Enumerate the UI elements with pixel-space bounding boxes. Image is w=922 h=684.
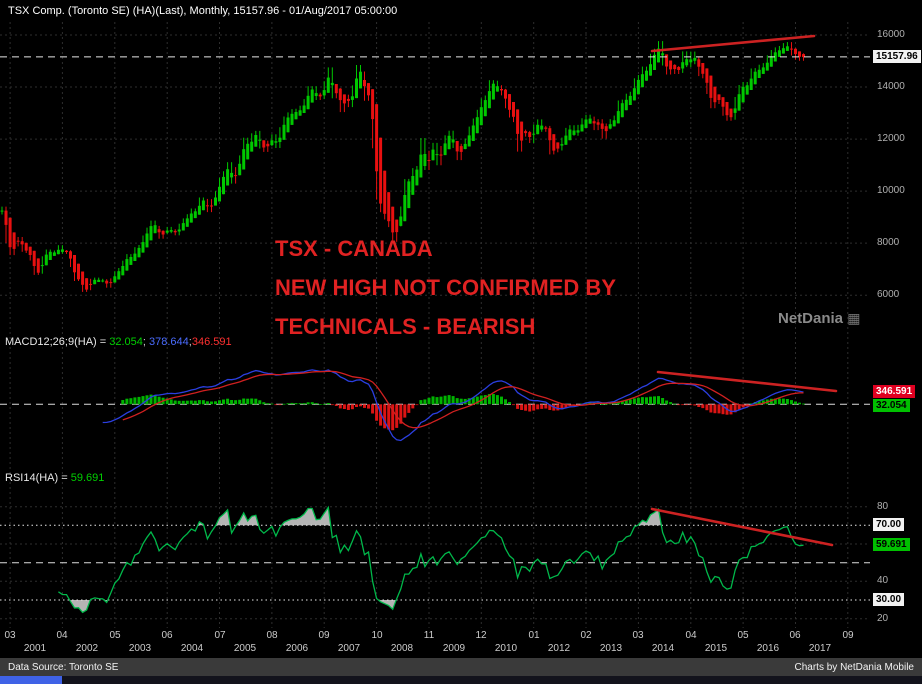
price-axis-label: 16000: [877, 29, 905, 40]
last-price-tag: 15157.96: [873, 50, 921, 63]
x-axis-month-label: 04: [685, 630, 697, 641]
time-axis: 03 2001 04 2002 05 2003 06 2004 07 2005 08 2006 09 20…: [0, 630, 922, 658]
horizontal-scrollbar[interactable]: [0, 676, 922, 684]
charts-credit-label: Charts by NetDania Mobile: [794, 661, 915, 673]
x-axis-year-label: 2004: [180, 643, 204, 654]
x-axis-year-label: 2007: [337, 643, 361, 654]
x-axis-month-label: 09: [842, 630, 854, 641]
netdania-grid-icon: ▦: [847, 310, 861, 326]
x-axis-month-label: 06: [161, 630, 173, 641]
x-axis-month-label: 08: [266, 630, 278, 641]
macd-hist-tag: 32.054: [873, 399, 910, 412]
chart-title: TSX Comp. (Toronto SE) (HA)(Last), Month…: [8, 5, 398, 17]
rsi-overbought-fill: [197, 507, 662, 526]
rsi-panel[interactable]: [0, 488, 922, 628]
x-axis-year-label: 2015: [704, 643, 728, 654]
x-axis-month-label: 11: [423, 630, 435, 641]
x-axis-month-label: 01: [528, 630, 540, 641]
netdania-watermark: NetDania ▦: [778, 310, 860, 327]
macd-separator: ;: [188, 336, 192, 348]
macd-panel[interactable]: [0, 352, 922, 460]
rsi-value: 59.691: [70, 472, 105, 484]
status-bar: Data Source: Toronto SE Charts by NetDan…: [0, 658, 922, 676]
analyst-annotation: TSX - CANADA NEW HIGH NOT CONFIRMED BY T…: [275, 229, 616, 346]
scrollbar-thumb[interactable]: [0, 676, 62, 684]
rsi-axis-label: 40: [877, 575, 889, 586]
x-axis-year-label: 2001: [23, 643, 47, 654]
x-axis-year-label: 2012: [547, 643, 571, 654]
price-axis-label: 14000: [877, 81, 905, 92]
x-axis-year-label: 2002: [75, 643, 99, 654]
macd-line-value: 378.644: [149, 336, 189, 348]
macd-separator: ;: [142, 336, 150, 348]
macd-signal-tag: 346.591: [873, 385, 916, 398]
rsi-overbought-tag: 70.00: [873, 518, 905, 531]
price-gridlines: [0, 34, 870, 296]
x-axis-month-label: 07: [214, 630, 226, 641]
annotation-line: TSX - CANADA: [275, 236, 433, 261]
rsi-label-text: RSI14(HA) =: [5, 472, 71, 484]
macd-histogram: [121, 394, 805, 431]
x-axis-year-label: 2013: [599, 643, 623, 654]
x-axis-month-label: 03: [632, 630, 644, 641]
macd-signal-value: 346.591: [191, 336, 232, 348]
rsi-label: RSI14(HA) = 59.691: [5, 472, 104, 484]
annotation-line: TECHNICALS - BEARISH: [275, 314, 536, 339]
x-axis-month-label: 05: [109, 630, 121, 641]
x-axis-year-label: 2009: [442, 643, 466, 654]
x-axis-year-label: 2010: [494, 643, 518, 654]
macd-label: MACD12;26;9(HA) = 32.054; 378.644;346.59…: [5, 336, 232, 348]
rsi-oversold-tag: 30.00: [873, 593, 905, 606]
macd-label-text: MACD12;26;9(HA) =: [5, 336, 110, 348]
x-axis-month-label: 12: [475, 630, 487, 641]
x-axis-year-label: 2006: [285, 643, 309, 654]
price-axis-label: 8000: [877, 237, 900, 248]
price-axis-label: 10000: [877, 185, 905, 196]
x-axis-year-label: 2017: [808, 643, 832, 654]
rsi-line: [58, 505, 804, 614]
price-axis-label: 12000: [877, 133, 905, 144]
price-axis-label: 6000: [877, 289, 900, 300]
rsi-value-tag: 59.691: [873, 538, 910, 551]
x-axis-month-label: 03: [4, 630, 16, 641]
x-axis-month-label: 10: [371, 630, 383, 641]
x-axis-month-label: 06: [789, 630, 801, 641]
x-axis-month-label: 05: [737, 630, 749, 641]
x-axis-month-label: 02: [580, 630, 592, 641]
x-axis-year-label: 2016: [756, 643, 780, 654]
rsi-axis-label: 80: [877, 501, 889, 512]
x-axis-year-label: 2003: [128, 643, 152, 654]
annotation-line: NEW HIGH NOT CONFIRMED BY: [275, 275, 616, 300]
watermark-text: NetDania: [778, 310, 844, 327]
macd-signal-line: [122, 370, 804, 429]
rsi-axis-label: 20: [877, 613, 889, 624]
x-axis-year-label: 2008: [390, 643, 414, 654]
x-axis-month-label: 04: [56, 630, 68, 641]
x-axis-year-label: 2014: [651, 643, 675, 654]
x-axis-month-label: 09: [318, 630, 330, 641]
macd-hist-value: 32.054: [109, 336, 143, 348]
data-source-label: Data Source: Toronto SE: [8, 661, 119, 673]
x-axis-year-label: 2005: [233, 643, 257, 654]
